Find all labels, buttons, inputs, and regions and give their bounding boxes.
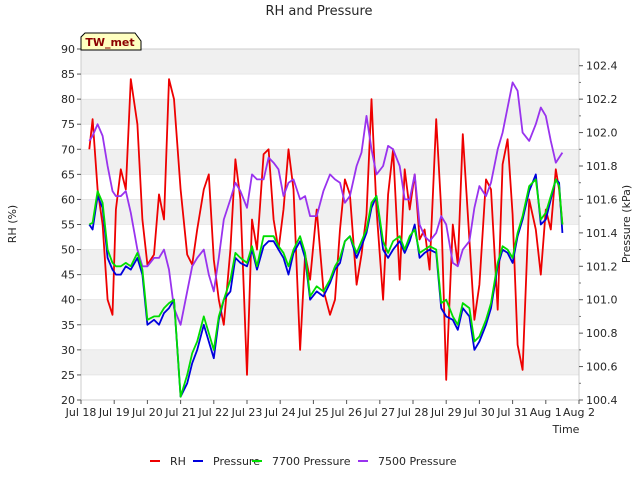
series-line-7700-pressure xyxy=(88,178,564,398)
site-badge: TW_met xyxy=(80,32,142,51)
y-tick-label: 75 xyxy=(61,118,75,131)
grid-band xyxy=(81,99,579,125)
y-tick-label: 35 xyxy=(61,319,75,332)
y-tick-label: 20 xyxy=(61,394,75,407)
grid-band xyxy=(81,349,579,375)
y-tick-label: 40 xyxy=(61,294,75,307)
y-tick-label: 50 xyxy=(61,244,75,257)
series-line-7500-pressure xyxy=(88,81,564,326)
x-axis-label: Time xyxy=(552,423,580,436)
x-tick-label: Jul 28 xyxy=(397,406,429,419)
x-tick-label: Jul 19 xyxy=(98,406,130,419)
legend-label-7700-pressure: 7700 Pressure xyxy=(272,455,351,468)
x-tick-label: Jul 24 xyxy=(264,406,296,419)
y2-tick-label: 101.4 xyxy=(586,227,618,240)
legend-label-rh: RH xyxy=(170,455,186,468)
x-tick-label: Jul 23 xyxy=(231,406,263,419)
y-tick-label: 60 xyxy=(61,193,75,206)
y-tick-label: 70 xyxy=(61,143,75,156)
series-line-pressure xyxy=(88,173,564,398)
x-tick-label: Aug 1 xyxy=(530,406,562,419)
legend: RH Pressure 7700 Pressure 7500 Pressure xyxy=(150,455,457,468)
badge-label: TW_met xyxy=(85,36,134,49)
badge-shape xyxy=(80,32,142,51)
x-tick-label: Jul 30 xyxy=(463,406,495,419)
y-tick-label: 25 xyxy=(61,369,75,382)
y2-tick-label: 100.6 xyxy=(586,361,618,374)
y-tick-label: 80 xyxy=(61,93,75,106)
chart-title: RH and Pressure xyxy=(265,4,372,19)
y-tick-label: 65 xyxy=(61,168,75,181)
grid-band xyxy=(81,249,579,275)
legend-label-7500-pressure: 7500 Pressure xyxy=(378,455,457,468)
x-tick-label: Jul 26 xyxy=(330,406,362,419)
x-tick-label: Aug 2 xyxy=(563,406,595,419)
x-tick-label: Jul 22 xyxy=(197,406,229,419)
y2-tick-label: 100.4 xyxy=(586,394,618,407)
x-tick-label: Jul 18 xyxy=(65,406,97,419)
y-axis-right: 100.4 100.6 100.8 101.0 101.2 101.4 101.6 101.8… xyxy=(579,60,618,407)
x-tick-label: Jul 29 xyxy=(430,406,462,419)
y-axis-left: 20 25 30 35 40 45 50 55 60 65 70 75 80 85 90 xyxy=(61,43,81,407)
y2-tick-label: 101.2 xyxy=(586,260,618,273)
y-tick-label: 45 xyxy=(61,269,75,282)
y-axis-label: RH (%) xyxy=(6,205,19,243)
x-tick-label: Jul 27 xyxy=(363,406,395,419)
series-line-rh xyxy=(88,78,564,381)
x-tick-label: Jul 31 xyxy=(496,406,528,419)
series-lines xyxy=(88,78,564,398)
x-tick-label: Jul 21 xyxy=(164,406,196,419)
y2-tick-label: 101.0 xyxy=(586,294,618,307)
y2-axis-label: Pressure (kPa) xyxy=(620,185,633,263)
x-axis: Jul 18 Jul 19 Jul 20 Jul 21 Jul 22 Jul 23 Jul … xyxy=(65,400,595,419)
grid-band xyxy=(81,49,579,75)
legend-label-pressure: Pressure xyxy=(213,455,260,468)
x-tick-label: Jul 20 xyxy=(131,406,163,419)
y2-tick-label: 102.4 xyxy=(586,60,618,73)
y2-tick-label: 102.2 xyxy=(586,93,618,106)
x-tick-label: Jul 25 xyxy=(297,406,329,419)
y-tick-label: 30 xyxy=(61,344,75,357)
y2-tick-label: 101.8 xyxy=(586,160,618,173)
y-tick-label: 85 xyxy=(61,68,75,81)
grid-band xyxy=(81,199,579,225)
y2-tick-label: 101.6 xyxy=(586,193,618,206)
y2-tick-label: 102.0 xyxy=(586,127,618,140)
y-tick-label: 55 xyxy=(61,219,75,232)
y-tick-label: 90 xyxy=(61,43,75,56)
y2-tick-label: 100.8 xyxy=(586,327,618,340)
